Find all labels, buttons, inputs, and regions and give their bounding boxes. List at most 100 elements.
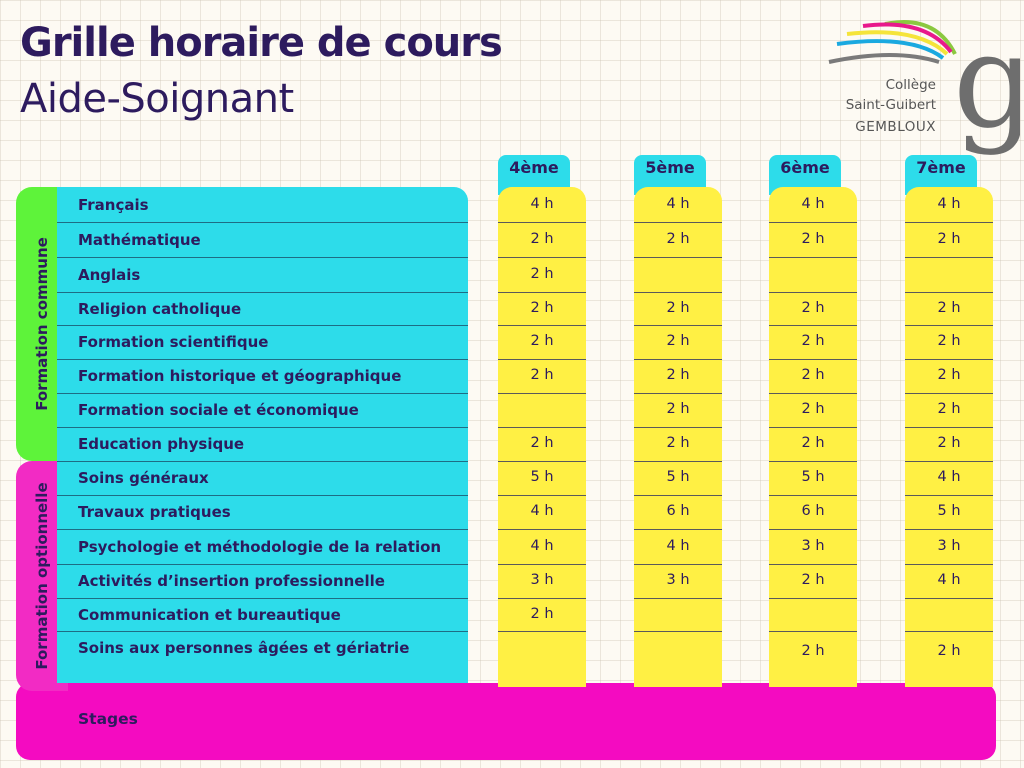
subject-row-divider (57, 222, 468, 223)
hour-row-divider (634, 292, 722, 293)
hour-row-divider (634, 598, 722, 599)
hour-row-divider (905, 359, 993, 360)
hour-cell: 2 h (666, 300, 690, 316)
hour-cell: 5 h (530, 469, 554, 485)
hour-cell: 4 h (530, 196, 554, 212)
hour-cell: 2 h (937, 401, 961, 417)
subject-name: Communication et bureautique (78, 606, 341, 624)
subject-name: Soins aux personnes âgées et gériatrie (78, 639, 410, 657)
hour-row-divider (905, 393, 993, 394)
hour-cell: 4 h (530, 503, 554, 519)
hour-cell: 2 h (801, 572, 825, 588)
year-column: 4 h 2 h 2 h 2 h 2 h 2 h 2 h 5 h 6 h 3 h 2 h 2 h (769, 187, 857, 687)
subject-row-divider (57, 292, 468, 293)
hour-row-divider (634, 393, 722, 394)
subject-name: Religion catholique (78, 300, 242, 318)
hour-cell: 2 h (530, 606, 554, 622)
hour-row-divider (498, 427, 586, 428)
stages-label: Stages (78, 710, 138, 728)
subject-row-divider (57, 529, 468, 530)
hour-cell: 2 h (801, 367, 825, 383)
subject-row-divider (57, 359, 468, 360)
hour-cell: 2 h (801, 435, 825, 451)
hour-row-divider (769, 631, 857, 632)
hour-row-divider (498, 598, 586, 599)
hour-row-divider (634, 564, 722, 565)
hour-row-divider (905, 564, 993, 565)
hour-row-divider (769, 564, 857, 565)
hour-row-divider (905, 529, 993, 530)
hour-cell: 3 h (530, 572, 554, 588)
hour-cell: 3 h (666, 572, 690, 588)
subject-name: Français (78, 196, 149, 214)
hour-row-divider (498, 564, 586, 565)
subject-name: Activités d’insertion professionnelle (78, 572, 385, 590)
subject-row-divider (57, 495, 468, 496)
year-label: 7ème (916, 158, 966, 177)
subject-row-divider (57, 393, 468, 394)
year-column: 4 h 2 h 2 h 2 h 2 h 2 h 2 h 5 h 6 h 4 h 3 h (634, 187, 722, 687)
hour-cell: 4 h (937, 196, 961, 212)
hour-cell: 2 h (937, 643, 961, 659)
hour-row-divider (634, 427, 722, 428)
hour-row-divider (498, 461, 586, 462)
hour-row-divider (498, 631, 586, 632)
page-subtitle: Aide-Soignant (20, 76, 294, 122)
college-logo: g (828, 8, 1020, 157)
hour-row-divider (634, 359, 722, 360)
subject-row-divider (57, 325, 468, 326)
hour-cell: 2 h (937, 333, 961, 349)
subject-row-divider (57, 564, 468, 565)
subject-name: Anglais (78, 266, 141, 284)
hour-row-divider (769, 529, 857, 530)
hour-cell: 2 h (530, 300, 554, 316)
subject-row-divider (57, 257, 468, 258)
hour-cell: 2 h (530, 367, 554, 383)
year-column: 4 h 2 h 2 h 2 h 2 h 2 h 2 h 4 h 5 h 3 h 4 h 2 h (905, 187, 993, 687)
common-group-label: Formation commune (33, 237, 51, 411)
hour-row-divider (905, 598, 993, 599)
hour-cell: 4 h (937, 572, 961, 588)
subject-row-divider (57, 598, 468, 599)
hour-row-divider (498, 529, 586, 530)
hour-row-divider (905, 631, 993, 632)
hour-row-divider (905, 222, 993, 223)
logo-line-1: Collège (885, 77, 936, 93)
hour-row-divider (498, 292, 586, 293)
hour-cell: 2 h (666, 435, 690, 451)
hour-cell: 4 h (666, 196, 690, 212)
hour-cell: 6 h (801, 503, 825, 519)
hour-row-divider (498, 393, 586, 394)
hour-row-divider (769, 495, 857, 496)
hour-row-divider (905, 325, 993, 326)
hour-row-divider (634, 495, 722, 496)
hour-cell: 2 h (530, 231, 554, 247)
hour-cell: 2 h (801, 231, 825, 247)
hour-row-divider (905, 292, 993, 293)
hour-cell: 3 h (937, 538, 961, 554)
hour-cell: 4 h (666, 538, 690, 554)
hour-row-divider (769, 325, 857, 326)
hour-row-divider (769, 292, 857, 293)
hour-row-divider (769, 393, 857, 394)
year-column: 4 h 2 h 2 h 2 h 2 h 2 h 2 h 5 h 4 h 4 h 3 h 2 h (498, 187, 586, 687)
hour-row-divider (769, 427, 857, 428)
hour-row-divider (769, 359, 857, 360)
hour-cell: 2 h (937, 435, 961, 451)
hour-row-divider (905, 495, 993, 496)
hour-row-divider (769, 257, 857, 258)
hour-cell: 2 h (937, 367, 961, 383)
subject-name: Psychologie et méthodologie de la relati… (78, 538, 442, 556)
hour-cell: 2 h (937, 300, 961, 316)
hour-cell: 5 h (666, 469, 690, 485)
subject-row-divider (57, 631, 468, 632)
hour-row-divider (498, 257, 586, 258)
logo-letter: g (953, 8, 1020, 157)
hour-cell: 2 h (801, 333, 825, 349)
hour-cell: 4 h (937, 469, 961, 485)
hour-cell: 5 h (937, 503, 961, 519)
hour-row-divider (905, 461, 993, 462)
hour-cell: 2 h (530, 266, 554, 282)
hour-cell: 3 h (801, 538, 825, 554)
page-title: Grille horaire de cours (20, 20, 503, 66)
